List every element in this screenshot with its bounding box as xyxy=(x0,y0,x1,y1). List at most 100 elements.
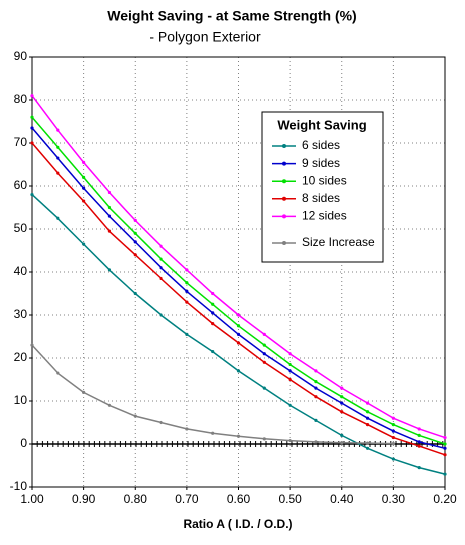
series-marker xyxy=(340,395,344,399)
series-marker xyxy=(365,441,370,445)
series-marker xyxy=(185,268,189,272)
series-marker xyxy=(211,311,215,315)
legend-label: 10 sides xyxy=(302,173,347,187)
y-tick-label: 40 xyxy=(14,264,28,278)
series-marker xyxy=(443,453,447,457)
series-marker xyxy=(133,414,137,418)
series-marker xyxy=(236,324,241,328)
series-marker xyxy=(159,266,163,270)
series-marker xyxy=(417,427,421,431)
x-tick-label: 0.80 xyxy=(124,492,148,506)
series-marker xyxy=(56,216,60,220)
series-marker xyxy=(365,410,370,414)
series-marker xyxy=(417,444,421,448)
y-tick-label: 90 xyxy=(14,49,28,63)
series-marker xyxy=(443,442,447,446)
x-tick-label: 1.00 xyxy=(20,492,44,506)
series-marker xyxy=(107,229,112,233)
legend-swatch-marker xyxy=(282,196,286,201)
x-axis-label: Ratio A ( I.D. / O.D.) xyxy=(183,517,292,531)
chart-title: Weight Saving - at Same Strength (%) xyxy=(107,8,356,24)
series-marker xyxy=(133,218,137,222)
series-marker xyxy=(56,128,60,132)
series-marker xyxy=(340,386,344,390)
x-tick-label: 0.30 xyxy=(382,492,406,506)
series-marker xyxy=(417,433,421,437)
legend-swatch-marker xyxy=(282,179,286,184)
series-marker xyxy=(288,362,292,367)
legend-label: 12 sides xyxy=(302,209,347,223)
series-marker xyxy=(391,441,395,446)
series-marker xyxy=(417,440,421,444)
series-marker xyxy=(391,457,395,461)
series-marker xyxy=(391,423,395,427)
series-marker xyxy=(185,332,189,336)
series-marker xyxy=(30,126,34,130)
series-marker xyxy=(185,427,189,431)
series-marker xyxy=(314,386,318,390)
y-tick-label: 0 xyxy=(20,436,27,450)
y-tick-label: -10 xyxy=(10,479,28,493)
series-marker xyxy=(56,156,60,160)
series-marker xyxy=(340,401,344,405)
series-line xyxy=(31,344,394,445)
series-marker xyxy=(185,300,189,304)
series-marker xyxy=(185,289,189,293)
series-marker xyxy=(107,214,112,218)
series-marker xyxy=(262,386,266,390)
series-marker xyxy=(314,380,318,384)
legend-swatch-marker xyxy=(282,144,286,148)
series-marker xyxy=(211,431,215,435)
series-marker xyxy=(211,322,215,326)
y-tick-label: 10 xyxy=(14,393,28,407)
series-marker xyxy=(288,438,292,443)
legend-swatch-marker xyxy=(282,214,286,219)
series-marker xyxy=(391,429,395,433)
chart-subtitle: - Polygon Exterior xyxy=(149,29,261,45)
series-marker xyxy=(314,395,318,399)
series-marker xyxy=(236,341,241,345)
series-marker xyxy=(288,377,292,382)
series-marker xyxy=(365,416,370,420)
series-marker xyxy=(314,418,318,422)
series-marker xyxy=(159,420,163,425)
series-marker xyxy=(159,257,163,261)
legend-label: Size Increase xyxy=(302,235,375,249)
legend-swatch-marker xyxy=(282,161,286,166)
y-tick-label: 80 xyxy=(14,92,28,106)
series-marker xyxy=(56,171,60,175)
series-marker xyxy=(107,268,112,272)
series-marker xyxy=(236,313,241,317)
x-tick-label: 0.90 xyxy=(72,492,96,506)
series-marker xyxy=(159,276,163,281)
x-tick-label: 0.70 xyxy=(175,492,199,506)
series-marker xyxy=(30,115,34,119)
x-tick-label: 0.60 xyxy=(227,492,251,506)
legend-box xyxy=(261,111,384,263)
series-marker xyxy=(82,186,86,190)
series-marker xyxy=(340,410,344,414)
series-marker xyxy=(443,435,447,440)
series-marker xyxy=(30,193,34,197)
series-marker xyxy=(417,466,421,470)
series-marker xyxy=(107,190,112,195)
series-marker xyxy=(314,440,318,444)
series-marker xyxy=(82,242,86,246)
series-marker xyxy=(391,416,395,420)
series-marker xyxy=(236,332,241,336)
series-marker xyxy=(365,401,370,405)
y-tick-label: 50 xyxy=(14,221,28,235)
x-tick-label: 0.20 xyxy=(433,492,457,506)
x-tick-label: 0.50 xyxy=(278,492,302,506)
series-marker xyxy=(30,94,34,98)
series-marker xyxy=(262,352,266,356)
series-marker xyxy=(365,446,370,450)
series-marker xyxy=(82,175,86,179)
series-marker xyxy=(391,435,395,440)
series-marker xyxy=(133,253,137,257)
series-marker xyxy=(82,199,86,203)
series-marker xyxy=(288,369,292,373)
series-marker xyxy=(262,343,266,347)
series-marker xyxy=(107,205,112,210)
